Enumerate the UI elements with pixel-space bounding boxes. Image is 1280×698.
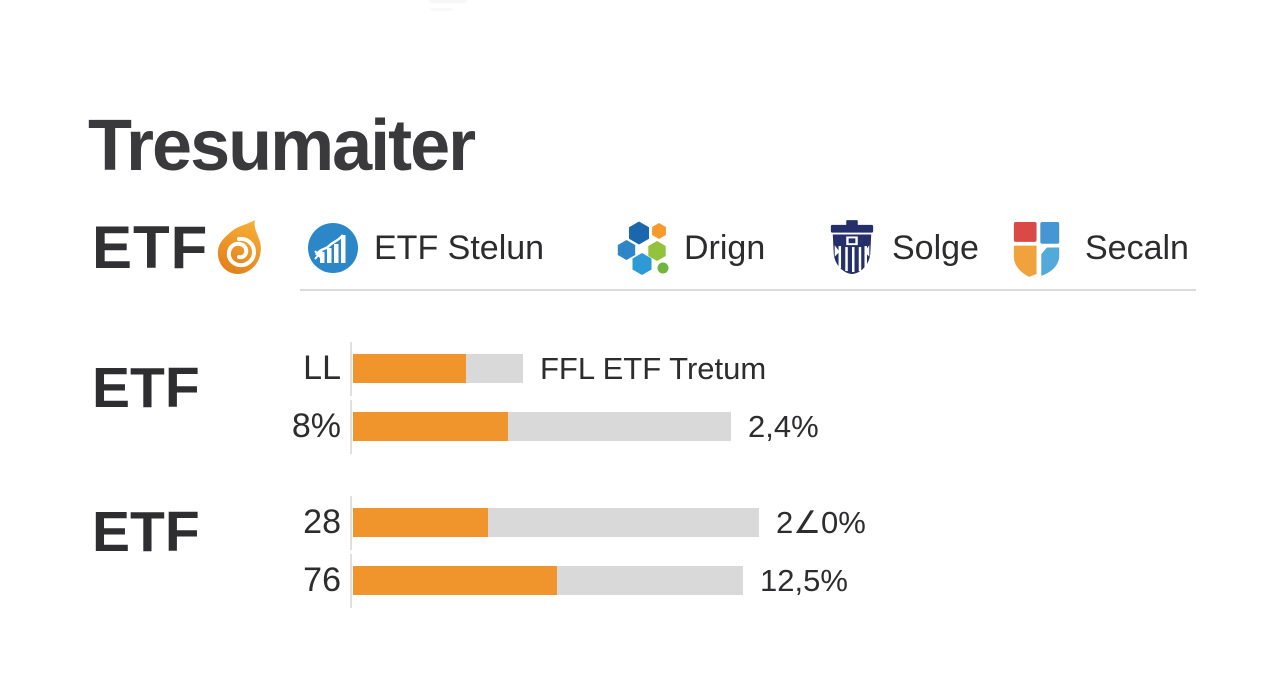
bar-left-label: 76 [303, 561, 341, 599]
page-title: Tresumaiter [88, 106, 476, 187]
brand-wordmark: ETF [92, 214, 209, 281]
bar-fill [353, 508, 488, 537]
bar-fill [353, 566, 557, 595]
top-edge-artifact [430, 0, 466, 3]
bar-left-label: 8% [291, 407, 341, 445]
top-edge-artifact [430, 8, 452, 11]
bar-fill [353, 412, 508, 441]
bar-row: 76 12,5% [0, 554, 848, 608]
bar-row: 8% 2,4% [0, 400, 819, 454]
bar-track [350, 496, 759, 550]
competitor-label: Solge [892, 228, 979, 267]
bar-value-label: FFL ETF Tretum [540, 350, 767, 386]
bar-fill [353, 354, 466, 383]
bar-row: LL FFL ETF Tretum [0, 342, 766, 396]
bar-value-label: 2∠0% [776, 504, 866, 540]
flame-icon [218, 220, 262, 274]
bar-row: 28 2∠0% [0, 496, 866, 550]
competitor-label: Secaln [1085, 228, 1189, 267]
bar-left-label: 28 [303, 503, 341, 541]
bar-left-label: LL [303, 349, 341, 387]
competitor-solge: Solge [827, 216, 979, 280]
bar-value-label: 12,5% [760, 562, 848, 598]
squares-shield-icon [1013, 221, 1060, 277]
competitor-label: ETF Stelun [374, 228, 545, 267]
bar-track [350, 400, 731, 454]
competitor-label: Drign [684, 228, 766, 267]
bank-shield-icon [830, 220, 874, 274]
header-divider-line [300, 289, 1196, 291]
bar-track [350, 554, 743, 608]
competitor-drign: Drign [616, 216, 765, 280]
bar-track [350, 342, 523, 396]
brand-etf: ETF [92, 216, 262, 280]
group-label-etf-2: ETF [92, 500, 200, 564]
bar-chart-circle-icon [308, 223, 358, 273]
group-label-etf-1: ETF [92, 356, 200, 420]
competitor-etf-stelun: ETF Stelun [307, 216, 544, 280]
hexagon-cluster-icon [617, 221, 669, 275]
bar-value-label: 2,4% [748, 408, 819, 444]
competitor-secaln: Secaln [1012, 216, 1189, 280]
